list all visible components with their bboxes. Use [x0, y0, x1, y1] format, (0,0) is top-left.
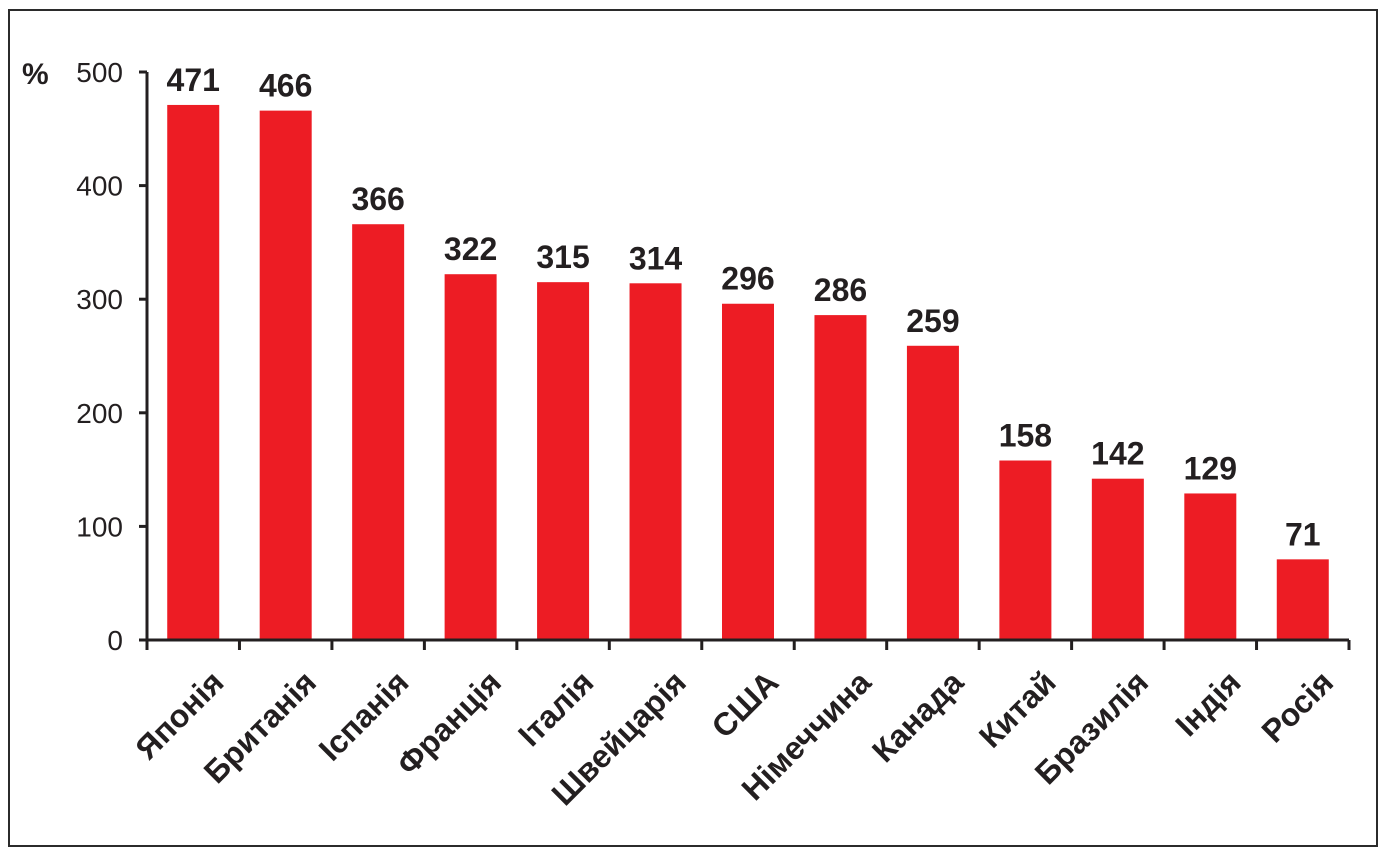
y-tick-label: 400 [76, 171, 123, 202]
y-tick-label: 100 [76, 511, 123, 542]
bar [814, 315, 867, 640]
bar [999, 460, 1052, 640]
bar [537, 282, 590, 640]
y-tick-label: 300 [76, 284, 123, 315]
category-label: Канада [865, 664, 970, 769]
value-labels: 471 466 366 322 315 314 296 286 259 158 142 129 71 [167, 62, 1321, 552]
value-label: 296 [721, 261, 774, 297]
bar [444, 274, 497, 640]
chart-frame [8, 9, 1378, 847]
category-label: Китай [972, 664, 1063, 755]
bar [906, 345, 959, 640]
value-label: 471 [167, 62, 220, 98]
y-tick-label: 0 [107, 625, 123, 656]
y-tick-label: 500 [76, 57, 123, 88]
bar [629, 283, 682, 640]
bar [1184, 493, 1237, 640]
bar [259, 110, 312, 640]
value-label: 466 [259, 68, 312, 104]
bars [167, 104, 1329, 641]
category-label: Росія [1255, 664, 1341, 750]
y-axis-ticks: 0 100 200 300 400 500 [76, 57, 147, 656]
value-label: 315 [536, 239, 589, 275]
value-label: 314 [629, 240, 683, 276]
category-label: Італія [511, 664, 600, 753]
value-label: 366 [351, 181, 404, 217]
value-label: 259 [906, 303, 959, 339]
x-axis-ticks [145, 640, 1351, 650]
category-label: США [704, 664, 785, 745]
value-label: 322 [444, 231, 497, 267]
value-label: 142 [1091, 436, 1144, 472]
y-tick-label: 200 [76, 398, 123, 429]
bar [1276, 559, 1329, 640]
value-label: 286 [814, 272, 867, 308]
value-label: 71 [1285, 516, 1321, 552]
y-axis-unit-label: % [22, 58, 49, 91]
bar [352, 224, 405, 640]
bar [167, 104, 220, 641]
bar [1091, 478, 1144, 640]
category-label: Індія [1168, 664, 1247, 743]
value-label: 129 [1184, 450, 1237, 486]
value-label: 158 [999, 418, 1052, 454]
bar [722, 303, 774, 640]
